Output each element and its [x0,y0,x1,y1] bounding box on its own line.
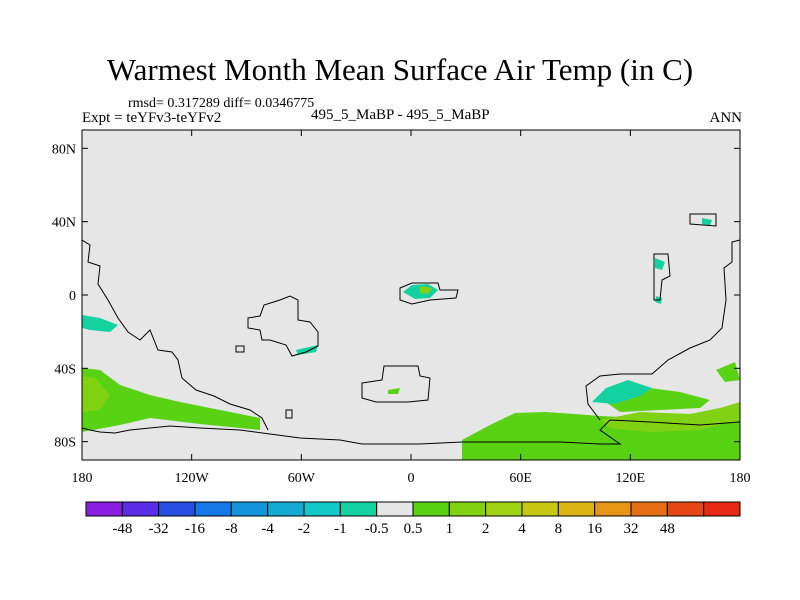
colorbar-swatch [594,501,632,517]
colorbar-swatch [666,501,705,517]
anomaly-region-antarctic-east [462,405,740,460]
x-tick-label: 60W [288,471,316,486]
colorbar-swatch [194,501,232,517]
colorbar-swatch [230,501,269,517]
colorbar-label: -8 [225,521,238,537]
plot-title: Warmest Month Mean Surface Air Temp (in … [106,52,694,87]
x-tick-label: 120W [175,471,210,486]
period-label: 495_5_MaBP - 495_5_MaBP [311,107,490,123]
colorbar-swatch [339,501,378,517]
colorbar-label: -48 [112,521,132,537]
colorbar-label: 16 [587,521,603,537]
colorbar-swatch [158,501,196,517]
colorbar-swatch [376,501,414,517]
outline-africa [399,282,459,305]
anomaly-region-africa-green [420,286,432,294]
outline-south-america [247,295,319,357]
y-tick-label: 80N [52,142,76,157]
outline-south-block [361,365,431,403]
colorbar-swatch [448,501,487,517]
x-tick-label: 120E [616,471,646,486]
anomaly-region-south-america [296,345,318,355]
colorbar-swatch [303,501,341,517]
outline-antarctica [82,419,740,445]
y-tick-label: 40S [54,362,76,377]
anomaly-region-west-band [82,368,260,432]
y-tick-label: 40N [52,216,76,231]
colorbar-swatch [630,501,668,517]
x-tick-label: 180 [72,471,93,486]
anomaly-region-australia-cyan [592,380,652,404]
outline-east-continent [585,239,740,421]
y-tick-label: 0 [69,289,76,304]
continent-outlines [82,213,740,445]
colorbar-label: -4 [261,521,274,537]
anomaly-region-west-band-core [82,376,110,412]
colorbar-label: 0.5 [404,521,423,537]
outline-west-continent [82,239,269,431]
map-plot-area [82,130,740,460]
colorbar-swatch [121,501,160,517]
anomaly-region-west-cyan [82,315,118,332]
colorbar-swatch [267,501,305,517]
colorbar-label: 1 [446,521,454,537]
colorbar-label: 32 [624,521,639,537]
colorbar-label: -0.5 [365,521,389,537]
x-tick-label: 60E [509,471,532,486]
colorbar-swatch [557,501,596,517]
colorbar-label: -1 [334,521,347,537]
colorbar-label: -32 [149,521,169,537]
experiment-label: Expt = teYFv3-teYFv2 [82,110,222,126]
outline-east-islands [653,213,717,301]
outline-small-islands [235,345,293,419]
colorbar-label: 4 [518,521,526,537]
colorbar-swatch [485,501,523,517]
x-tick-label: 0 [408,471,415,486]
stats-text: rmsd= 0.317289 diff= 0.0346775 [128,96,315,111]
colorbar-label: -16 [185,521,205,537]
x-tick-label: 180 [730,471,751,486]
colorbar-label: 48 [660,521,675,537]
colorbar-label: -2 [298,521,311,537]
colorbar-label: 8 [555,521,563,537]
y-tick-label: 80S [54,436,76,451]
colorbar-swatch [85,501,123,517]
colorbar-swatch [703,501,741,517]
map-axes: 180 120W 60W 0 60E 120E 180 80N 40N 0 40S 80S [52,130,751,486]
season-label: ANN [709,110,743,126]
colorbar-swatch [521,501,559,517]
colorbar-swatch [412,501,450,517]
colorbar-label: 2 [482,521,490,537]
colorbar: -48 -32 -16 -8 -4 -2 -1 -0.5 0.5 1 2 4 8 16 32 48 [85,501,741,537]
